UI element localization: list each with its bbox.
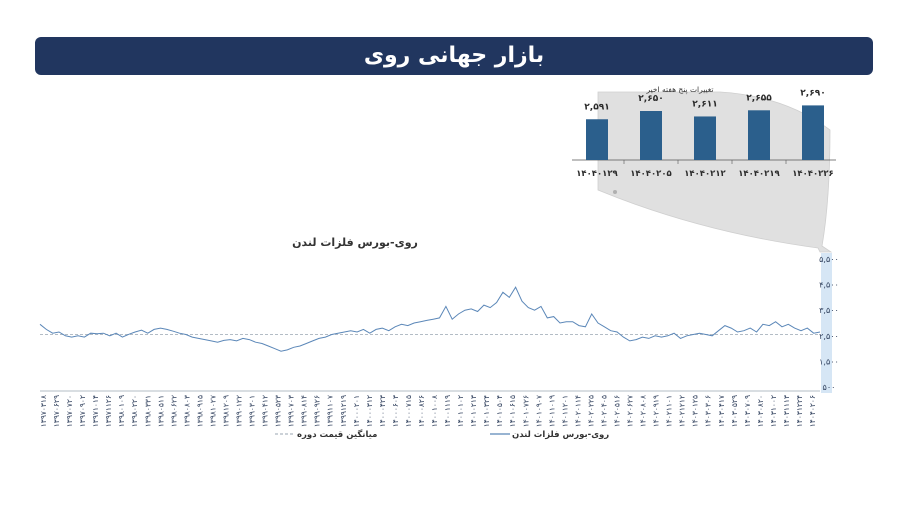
x-tick-label: ۱۴۰۲۰۸۰۸ bbox=[639, 395, 648, 427]
x-tick-label: ۱۴۰۱۰۹۰۷ bbox=[534, 395, 543, 427]
x-tick-label: ۱۴۰۲۰۹۱۹ bbox=[652, 395, 661, 427]
y-tick-label: ۳,۵۰۰ bbox=[819, 306, 839, 315]
x-tick-label: ۱۴۰۱۰۶۱۵ bbox=[508, 395, 517, 427]
x-tick-label: ۱۴۰۴۰۲۰۶ bbox=[808, 395, 817, 427]
x-tick-label: ۱۳۹۹۱۲۱۹ bbox=[339, 395, 348, 427]
x-tick-label: ۱۳۹۸۱۲۰۹ bbox=[222, 395, 231, 427]
x-tick-label: ۱۳۹۸۰۳۳۱ bbox=[143, 395, 152, 427]
callout-dot bbox=[613, 190, 617, 194]
main-chart-title: روی-بورس فلزات لندن bbox=[292, 236, 418, 249]
x-tick-label: ۱۴۰۰۱۱۱۹ bbox=[443, 395, 452, 427]
inset-category-label: ۱۴۰۴۰۲۲۶ bbox=[792, 169, 834, 179]
y-tick-label: ۲,۵۰۰ bbox=[819, 332, 839, 341]
x-tick-label: ۱۳۹۸۰۱۰۹ bbox=[117, 395, 126, 427]
x-tick-label: ۱۴۰۰۰۲۰۱ bbox=[352, 395, 361, 427]
x-tick-label: ۱۴۰۳۰۵۲۹ bbox=[730, 395, 739, 427]
x-tick-label: ۱۳۹۷۱۱۲۶ bbox=[104, 395, 113, 427]
x-tick-label: ۱۳۹۷۰۷۲۰ bbox=[65, 395, 74, 427]
x-tick-label: ۱۴۰۱۰۱۰۲ bbox=[456, 395, 465, 427]
y-tick-label: ۱,۵۰۰ bbox=[819, 357, 839, 366]
x-tick-label: ۱۳۹۹۰۷۰۳ bbox=[287, 395, 296, 427]
page-title: بازار جهانی روی bbox=[363, 43, 545, 68]
inset-value-label: ۲,۵۹۱ bbox=[584, 102, 609, 112]
y-tick-label: ۴,۵۰۰ bbox=[819, 281, 839, 290]
y-tick-label: ۵,۵۰۰ bbox=[819, 255, 839, 264]
x-tick-label: ۱۳۹۷۰۹۰۲ bbox=[78, 395, 87, 427]
x-tick-label: ۱۳۹۸۰۵۱۱ bbox=[156, 395, 165, 427]
x-tick-label: ۱۳۹۸۰۸۰۳ bbox=[182, 395, 191, 427]
inset-bar bbox=[748, 110, 770, 160]
x-tick-label: ۱۴۰۱۱۲۰۱ bbox=[560, 395, 569, 427]
x-tick-label: ۱۳۹۸۰۶۲۲ bbox=[169, 395, 178, 427]
x-tick-label: ۱۳۹۹۰۴۱۲ bbox=[261, 395, 270, 427]
x-tick-label: ۱۴۰۳۰۸۲۰ bbox=[756, 395, 765, 427]
y-axis: ۵۰۰ ۱,۵۰۰ ۲,۵۰۰ ۳,۵۰۰ ۴,۵۰۰ ۵,۵۰۰ bbox=[819, 255, 839, 392]
x-tick-label: ۱۴۰۳۱۲۲۴ bbox=[795, 395, 804, 427]
legend-avg-label: میانگین قیمت دوره bbox=[297, 429, 377, 440]
x-tick-label: ۱۳۹۸۰۲۲۰ bbox=[130, 395, 139, 427]
x-tick-label: ۱۴۰۰۰۴۲۳ bbox=[378, 395, 387, 427]
x-tick-label: ۱۴۰۲۱۱۰۱ bbox=[665, 395, 674, 427]
y-tick-label: ۵۰۰ bbox=[823, 383, 836, 392]
x-tick-label: ۱۳۹۹۱۱۰۷ bbox=[326, 395, 335, 427]
x-tick-label: ۱۴۰۳۰۴۱۷ bbox=[717, 395, 726, 427]
inset-category-label: ۱۴۰۴۰۲۱۲ bbox=[684, 169, 726, 179]
inset-bar bbox=[640, 111, 662, 160]
x-tick-label: ۱۴۰۳۰۳۰۶ bbox=[704, 395, 713, 427]
x-tick-label: ۱۴۰۰۰۳۱۲ bbox=[365, 395, 374, 427]
x-tick-label: ۱۴۰۲۰۵۱۶ bbox=[613, 395, 622, 427]
x-axis-labels: ۱۳۹۷۰۳۱۸ ۱۳۹۷۰۶۲۹ ۱۳۹۷۰۷۲۰ ۱۳۹۷۰۹۰۲ ۱۳۹۷۱۰۱۴… bbox=[39, 395, 817, 427]
x-tick-label: ۱۴۰۲۰۲۲۵ bbox=[586, 395, 595, 427]
x-tick-label: ۱۳۹۹۰۱۲۲ bbox=[235, 395, 244, 427]
x-tick-label: ۱۴۰۲۱۲۱۲ bbox=[678, 395, 687, 427]
inset-value-label: ۲,۶۵۵ bbox=[746, 93, 772, 103]
x-tick-label: ۱۴۰۲۰۴۰۵ bbox=[600, 395, 609, 427]
x-tick-label: ۱۳۹۹۰۳۰۱ bbox=[248, 395, 257, 427]
x-tick-label: ۱۴۰۲۰۶۲۷ bbox=[626, 395, 635, 427]
y-axis-band bbox=[821, 253, 832, 393]
x-tick-label: ۱۳۹۸۰۹۱۵ bbox=[195, 395, 204, 427]
x-tick-label: ۱۴۰۰۱۰۰۸ bbox=[430, 395, 439, 427]
x-tick-label: ۱۴۰۱۰۵۰۴ bbox=[495, 395, 504, 427]
x-tick-label: ۱۴۰۳۱۱۱۳ bbox=[782, 395, 791, 427]
x-tick-label: ۱۴۰۲۰۱۱۴ bbox=[573, 395, 582, 427]
x-tick-label: ۱۴۰۱۰۳۲۴ bbox=[482, 395, 491, 427]
header-bar: بازار جهانی روی bbox=[35, 37, 873, 75]
inset-category-label: ۱۴۰۴۰۲۱۹ bbox=[738, 169, 780, 179]
inset-title: تغییرات پنج هفته اخیر bbox=[645, 85, 713, 94]
x-tick-label: ۱۴۰۰۰۸۲۶ bbox=[417, 395, 426, 427]
x-tick-label: ۱۳۹۷۰۶۲۹ bbox=[52, 395, 61, 427]
legend-series-label: روی-بورس فلزات لندن bbox=[512, 430, 609, 440]
x-tick-label: ۱۴۰۰۰۷۱۵ bbox=[404, 395, 413, 427]
zinc-price-line bbox=[39, 286, 821, 352]
inset-category-label: ۱۴۰۴۰۲۰۵ bbox=[630, 169, 672, 179]
x-tick-label: ۱۳۹۷۰۳۱۸ bbox=[39, 395, 48, 427]
x-tick-label: ۱۳۹۸۱۰۲۷ bbox=[208, 395, 217, 427]
x-tick-label: ۱۴۰۳۰۷۰۹ bbox=[743, 395, 752, 427]
x-tick-label: ۱۴۰۰۰۶۰۳ bbox=[391, 395, 400, 427]
x-tick-label: ۱۳۹۹۰۹۲۶ bbox=[313, 395, 322, 427]
inset-bar bbox=[586, 119, 608, 160]
x-tick-label: ۱۴۰۱۰۲۱۳ bbox=[469, 395, 478, 427]
x-tick-label: ۱۳۹۹۰۸۱۴ bbox=[300, 395, 309, 427]
inset-category-label: ۱۴۰۴۰۱۲۹ bbox=[576, 169, 618, 179]
x-tick-label: ۱۳۹۷۱۰۱۴ bbox=[91, 395, 100, 427]
inset-value-label: ۲,۶۵۰ bbox=[638, 94, 663, 104]
x-tick-label: ۱۴۰۱۰۷۲۶ bbox=[521, 395, 530, 427]
x-tick-label: ۱۴۰۳۰۱۲۵ bbox=[691, 395, 700, 427]
inset-value-label: ۲,۶۱۱ bbox=[692, 99, 717, 109]
x-tick-label: ۱۴۰۱۱۰۱۹ bbox=[547, 395, 556, 427]
x-tick-label: ۱۳۹۹۰۵۲۳ bbox=[274, 395, 283, 427]
inset-bar bbox=[802, 105, 824, 160]
inset-bar-chart: ۲,۵۹۱ ۱۴۰۴۰۱۲۹ ۲,۶۵۰ ۱۴۰۴۰۲۰۵ ۲,۶۱۱ ۱۴۰۴۰۲۱۲ ۲… bbox=[572, 88, 836, 179]
inset-value-label: ۲,۶۹۰ bbox=[800, 88, 825, 98]
x-tick-label: ۱۴۰۳۱۰۰۲ bbox=[769, 395, 778, 427]
inset-bar bbox=[694, 116, 716, 160]
